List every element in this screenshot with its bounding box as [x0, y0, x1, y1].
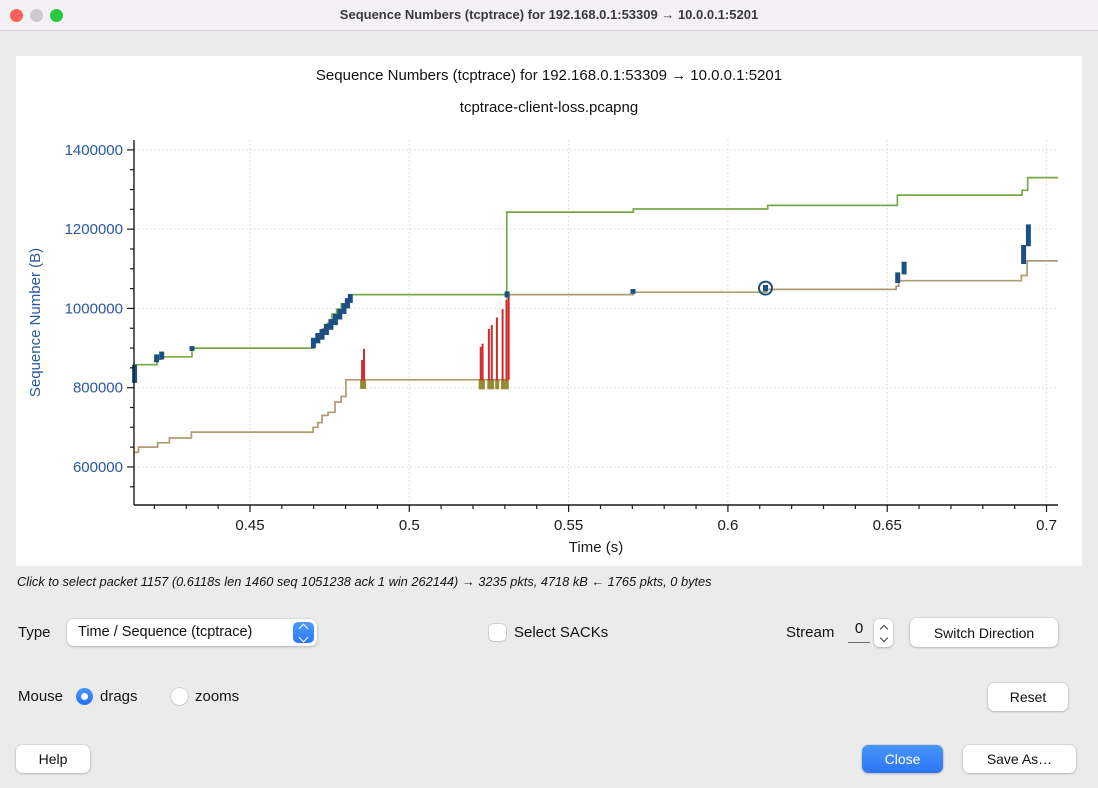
chart-title: Sequence Numbers (tcptrace) for 192.168.…	[315, 67, 783, 84]
graph-type-select[interactable]: Time / Sequence (tcptrace)	[67, 619, 317, 646]
stepper-down-icon[interactable]	[879, 633, 888, 642]
svg-text:Time (s): Time (s)	[569, 539, 623, 556]
traffic-light-close-icon[interactable]	[10, 9, 23, 22]
svg-text:0.45: 0.45	[235, 517, 264, 534]
svg-text:600000: 600000	[73, 459, 123, 476]
traffic-light-zoom-icon[interactable]	[50, 9, 63, 22]
svg-text:0.7: 0.7	[1036, 517, 1057, 534]
chart-panel: Sequence Numbers (tcptrace) for 192.168.…	[16, 56, 1082, 566]
window-title: Sequence Numbers (tcptrace) for 192.168.…	[339, 7, 759, 22]
switch-direction-button[interactable]: Switch Direction	[910, 618, 1058, 647]
type-label: Type	[18, 624, 51, 641]
svg-text:1000000: 1000000	[65, 300, 123, 317]
stepper-up-icon[interactable]	[879, 624, 888, 633]
stream-label: Stream	[786, 624, 835, 641]
select-sacks-label: Select SACKs	[514, 624, 609, 641]
stream-value-field[interactable]: 0	[848, 620, 870, 643]
svg-text:0.55: 0.55	[554, 517, 583, 534]
mouse-zooms-radio[interactable]	[171, 688, 188, 705]
graph-hint-text: Click to select packet 1157 (0.6118s len…	[17, 574, 712, 589]
traffic-light-minimize-icon	[30, 9, 43, 22]
popup-chevrons-icon	[293, 622, 314, 643]
mouse-drags-radio[interactable]	[76, 688, 93, 705]
svg-text:0.5: 0.5	[399, 517, 420, 534]
svg-text:Sequence Number (B): Sequence Number (B)	[27, 248, 44, 397]
svg-text:800000: 800000	[73, 380, 123, 397]
tcptrace-graph[interactable]: 0.45 0.5 0.55 0.6 0.65 0.7 600000 800000 1000000…	[16, 56, 1082, 566]
chart-subtitle: tcptrace-client-loss.pcapng	[459, 99, 639, 116]
help-button[interactable]: Help	[16, 745, 90, 773]
svg-text:1400000: 1400000	[65, 142, 123, 159]
svg-text:1200000: 1200000	[65, 221, 123, 238]
save-as-button[interactable]: Save As…	[963, 745, 1076, 773]
svg-text:0.65: 0.65	[873, 517, 902, 534]
mouse-zooms-label: zooms	[195, 688, 240, 705]
stream-stepper[interactable]	[874, 619, 893, 647]
titlebar: Sequence Numbers (tcptrace) for 192.168.…	[0, 0, 1098, 31]
reset-button[interactable]: Reset	[988, 683, 1068, 711]
graph-type-value: Time / Sequence (tcptrace)	[78, 624, 253, 640]
mouse-drags-label: drags	[100, 688, 138, 705]
mouse-label: Mouse	[18, 688, 64, 705]
select-sacks-checkbox[interactable]	[489, 624, 506, 641]
svg-text:0.6: 0.6	[717, 517, 738, 534]
close-button[interactable]: Close	[862, 745, 943, 773]
